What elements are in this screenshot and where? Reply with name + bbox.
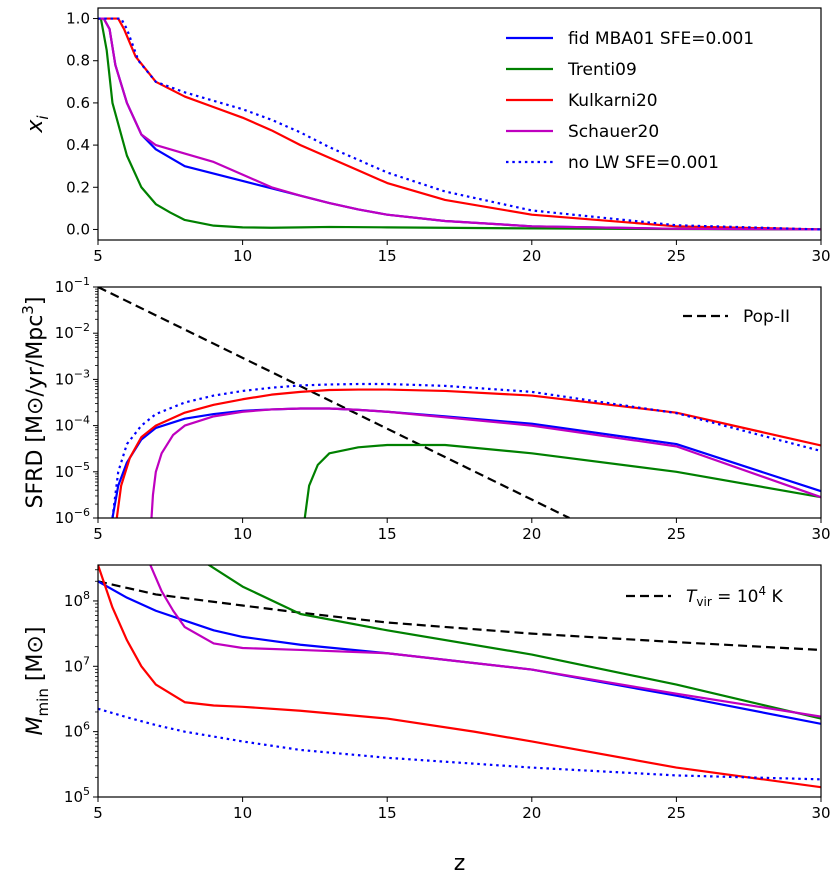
legend-label-nolw: no LW SFE=0.001: [568, 153, 719, 173]
sfrd-ytick-label: 10−2: [55, 321, 90, 342]
xi-ytick-label: 0.2: [66, 178, 90, 196]
sfrd-xtick-label: 30: [811, 525, 830, 543]
xi-xtick-label: 10: [233, 247, 252, 265]
sfrd-line-fid: [111, 407, 821, 518]
sfrd-ytick-label: 10−3: [55, 367, 90, 388]
mmin-plot-area: [98, 565, 821, 789]
mmin-xtick-label: 5: [93, 804, 103, 822]
sfrd-line-trenti: [303, 443, 821, 518]
xi-xtick-label: 5: [93, 247, 103, 265]
sfrd-line-reference: [98, 287, 570, 518]
mmin-xtick-label: 30: [811, 804, 830, 822]
legend-label-trenti: Trenti09: [567, 60, 637, 80]
sfrd-xtick-label: 5: [93, 525, 103, 543]
xi-line-schauer: [98, 17, 821, 231]
panel-xi: 5 10 15 20 25 30 0.0 0.2 0.4 0.6 0.8 1.0 xi fid MBA01…: [23, 7, 830, 265]
mmin-line-kulkarni: [98, 565, 821, 789]
mmin-line-reference: [98, 580, 821, 652]
xi-axes-frame: [97, 7, 822, 241]
legend-label-schauer: Schauer20: [568, 122, 659, 142]
mmin-xtick-label: 10: [233, 804, 252, 822]
sfrd-xtick-label: 20: [522, 525, 541, 543]
xi-plot-area: [98, 17, 821, 231]
panel-mmin: 5 10 15 20 25 30 105 106 107 108 Mmin [M⊙] z Tvir = …: [23, 564, 830, 876]
xi-line-trenti: [98, 17, 821, 231]
xi-xtick-label: 20: [522, 247, 541, 265]
mmin-xtick-label: 15: [378, 804, 397, 822]
legend-label-kulkarni: Kulkarni20: [568, 91, 658, 111]
sfrd-ytick-label: 10−6: [55, 506, 90, 527]
sfrd-axes-frame: [97, 286, 822, 519]
xi-ytick-label: 0.6: [66, 94, 90, 112]
mmin-xtick-label: 20: [522, 804, 541, 822]
mmin-ytick-label: 105: [64, 785, 90, 806]
sfrd-xtick-label: 15: [378, 525, 397, 543]
xi-xtick-label: 25: [667, 247, 686, 265]
xi-ytick-label: 0.4: [66, 136, 90, 154]
xi-line-fid: [98, 17, 821, 231]
xi-xtick-label: 15: [378, 247, 397, 265]
xi-ylabel: xi: [23, 115, 52, 134]
sfrd-plot-area: [98, 287, 821, 518]
sfrd-ytick-label: 10−4: [55, 414, 90, 435]
mmin-xtick-label: 25: [667, 804, 686, 822]
sfrd-line-kulkarni: [115, 388, 821, 518]
mmin-line-nolw: [98, 707, 821, 781]
sfrd-xtick-label: 10: [233, 525, 252, 543]
sfrd-ytick-label: 10−1: [55, 275, 90, 296]
mmin-ytick-label: 106: [64, 720, 90, 741]
sfrd-ylabel: SFRD [M⊙/yr/Mpc3]: [19, 297, 48, 509]
mmin-line-trenti: [207, 565, 821, 720]
panel-sfrd: 5 10 15 20 25 30 10−6 10−5 10−4 10−3 10−2 10−1 SFRD …: [19, 275, 830, 543]
xi-line-kulkarni: [98, 17, 821, 231]
mmin-line-schauer: [149, 565, 821, 718]
sfrd-line-schauer: [150, 407, 821, 518]
xi-line-nolw: [98, 17, 821, 231]
legend-label-fid: fid MBA01 SFE=0.001: [568, 29, 754, 49]
sfrd-xtick-label: 25: [667, 525, 686, 543]
mmin-ylabel: Mmin [M⊙]: [23, 627, 52, 736]
xi-ytick-label: 0.8: [66, 52, 90, 70]
xi-ytick-label: 1.0: [66, 10, 90, 28]
mmin-legend-label-reference: Tvir = 104 K: [686, 584, 783, 609]
mmin-ytick-label: 108: [64, 589, 90, 610]
mmin-xlabel: z: [454, 851, 466, 876]
sfrd-ytick-label: 10−5: [55, 460, 90, 481]
xi-ytick-label: 0.0: [66, 220, 90, 238]
sfrd-legend-label-reference: Pop-II: [743, 307, 790, 327]
mmin-ytick-label: 107: [64, 654, 90, 675]
xi-xtick-label: 30: [811, 247, 830, 265]
